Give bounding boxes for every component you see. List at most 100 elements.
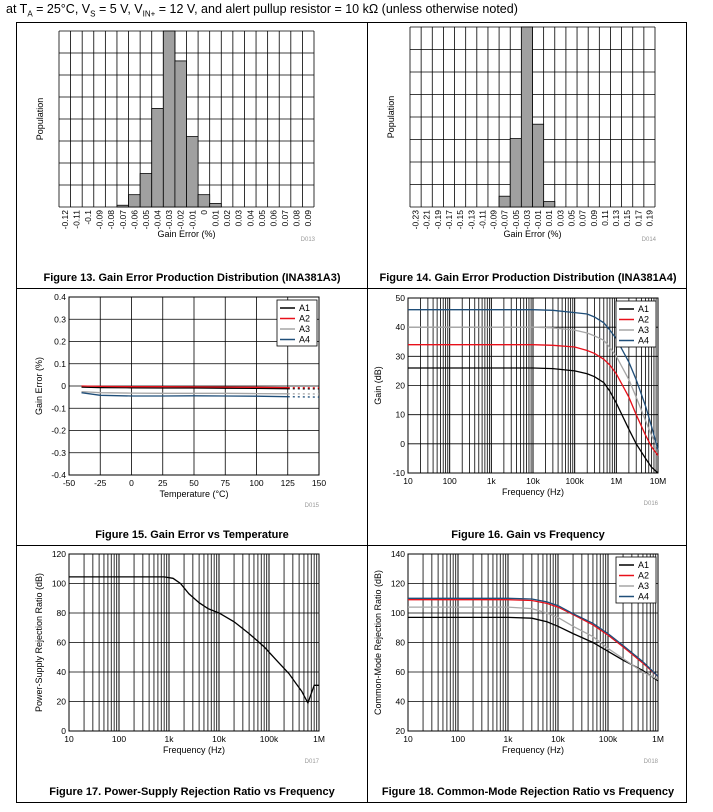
y-tick-label: 0 — [400, 439, 405, 449]
y-tick-label: -0.2 — [51, 426, 66, 436]
x-tick-label: -0.23 — [411, 210, 421, 230]
y-tick-label: 80 — [57, 608, 67, 618]
y-tick-label: 120 — [391, 579, 405, 589]
x-tick-label: 0 — [129, 478, 134, 488]
figure-13-chart: -0.12 -0.11 -0.1 -0.09 -0.08 -0.07 -0.06 -0.05-… — [35, 30, 316, 243]
x-tick-label: 0.06 — [268, 210, 278, 227]
histogram-bar — [128, 194, 141, 208]
figure-code: D017 — [305, 759, 320, 765]
legend-label-a2: A2 — [638, 571, 649, 581]
x-tick-label: -0.11 — [71, 210, 81, 229]
x-tick-label: 10 — [403, 734, 413, 744]
legend-label-a4: A4 — [638, 592, 649, 602]
y-tick-label: -0.1 — [51, 403, 66, 413]
x-axis-label: Frequency (Hz) — [502, 745, 564, 755]
figure-15-caption: Figure 15. Gain Error vs Temperature — [95, 529, 289, 541]
y-tick-label: 30 — [396, 351, 406, 361]
y-tick-label: 0.2 — [54, 337, 66, 347]
series-line-a1 — [81, 386, 288, 390]
histogram-bar — [139, 173, 153, 208]
y-tick-label: 0 — [61, 381, 66, 391]
legend-label-a3: A3 — [638, 325, 649, 335]
figure-13-caption: Figure 13. Gain Error Production Distrib… — [43, 272, 341, 284]
x-tick-label: 0.09 — [589, 210, 599, 227]
figure-18-chart: 10 100 1k 10k 100k 1M 20 40 60 80 100 120 140 Frequen… — [373, 549, 664, 765]
x-tick-label: 25 — [158, 478, 168, 488]
figure-14-chart: -0.23 -0.21 -0.19 -0.17 -0.15 -0.13 -0.11 -0.09… — [386, 26, 657, 243]
figure-16-caption: Figure 16. Gain vs Frequency — [451, 529, 605, 541]
x-tick-label: 1k — [504, 734, 514, 744]
legend-label-a3: A3 — [299, 324, 310, 334]
y-tick-label: 0.3 — [54, 314, 66, 324]
x-tick-label: -25 — [94, 478, 107, 488]
x-tick-label: 0.05 — [566, 210, 576, 227]
figure-grid: -0.12 -0.11 -0.1 -0.09 -0.08 -0.07 -0.06 -0.05-… — [16, 22, 687, 803]
histogram-bar — [498, 195, 511, 208]
x-tick-label: -0.02 — [176, 210, 186, 230]
series-line-a4 — [408, 597, 659, 677]
figure-code: D013 — [301, 237, 316, 243]
figure-code: D014 — [642, 237, 657, 243]
x-tick-label: 1k — [487, 476, 497, 486]
series-line-a3 — [408, 606, 659, 680]
x-tick-label: 0.09 — [303, 210, 313, 227]
x-tick-label: 0.05 — [257, 210, 267, 227]
x-tick-label: -0.13 — [466, 210, 476, 230]
x-tick-label: 10k — [526, 476, 540, 486]
x-tick-label: -0.15 — [455, 210, 465, 230]
histogram-bar — [197, 194, 211, 208]
x-tick-label: 0.17 — [633, 210, 643, 227]
figure-17-chart: 10 100 1k 10k 100k 1M 0 20 40 60 80 100 120 Frequency… — [34, 549, 325, 765]
x-axis-label: Gain Error (%) — [157, 229, 215, 239]
y-tick-label: 120 — [52, 549, 66, 559]
y-tick-label: -0.4 — [51, 470, 66, 480]
figure-code: D018 — [644, 759, 659, 765]
x-tick-label: -0.21 — [422, 210, 432, 230]
x-tick-label: -0.11 — [477, 210, 487, 229]
x-tick-label: 0.03 — [234, 210, 244, 227]
series-line-a3 — [408, 326, 659, 450]
figure-17: 10 100 1k 10k 100k 1M 0 20 40 60 80 100 120 Frequency… — [17, 546, 367, 802]
legend-label-a3: A3 — [638, 581, 649, 591]
series-line-a2 — [408, 344, 659, 456]
x-tick-label: -0.07 — [118, 210, 128, 230]
grid-divider-row2 — [17, 545, 686, 546]
y-tick-label: 0.4 — [54, 292, 66, 302]
figure-15: -50 -25 0 25 50 75 100 125 150 -0.4 -0.3 -0.2 -0.1 0 0… — [17, 289, 367, 545]
x-tick-label: 100k — [599, 734, 618, 744]
x-tick-label: -0.07 — [500, 210, 510, 230]
x-tick-label: 0 — [199, 210, 209, 215]
legend-label-a2: A2 — [638, 315, 649, 325]
y-tick-label: 40 — [396, 322, 406, 332]
legend-label-a4: A4 — [299, 335, 310, 345]
x-tick-label: 10k — [212, 734, 226, 744]
x-axis-label: Frequency (Hz) — [163, 745, 225, 755]
histogram-bar — [151, 108, 164, 208]
series-line-a4 — [81, 392, 288, 398]
figure-16: 10 100 1k 10k 100k 1M 10M -10 0 10 20 30 40 50 Frequen… — [368, 289, 688, 545]
x-axis-label: Gain Error (%) — [503, 229, 561, 239]
x-tick-label: -0.03 — [522, 210, 532, 230]
x-tick-label: -0.12 — [60, 210, 70, 230]
y-tick-label: 20 — [57, 697, 67, 707]
y-tick-label: 20 — [396, 726, 406, 736]
x-tick-label: 0.07 — [578, 210, 588, 227]
x-tick-label: 10k — [551, 734, 565, 744]
x-tick-label: 100k — [260, 734, 279, 744]
x-tick-label: 0.19 — [644, 210, 654, 227]
figure-14-caption: Figure 14. Gain Error Production Distrib… — [379, 272, 677, 284]
x-tick-label: 1k — [165, 734, 175, 744]
figure-15-chart: -50 -25 0 25 50 75 100 125 150 -0.4 -0.3 -0.2 -0.1 0 0… — [34, 292, 326, 509]
y-tick-label: 80 — [396, 638, 406, 648]
x-tick-label: -0.05 — [511, 210, 521, 230]
y-tick-label: 60 — [57, 638, 67, 648]
x-tick-label: -0.19 — [433, 210, 443, 230]
x-tick-label: -0.05 — [141, 210, 151, 230]
x-tick-label: -0.03 — [164, 210, 174, 230]
y-tick-label: -0.3 — [51, 448, 66, 458]
x-tick-label: -0.08 — [106, 210, 116, 230]
legend-label-a4: A4 — [638, 336, 649, 346]
x-tick-label: -0.17 — [444, 210, 454, 230]
y-axis-label: Population — [386, 96, 396, 139]
x-tick-label: -0.04 — [153, 210, 163, 230]
